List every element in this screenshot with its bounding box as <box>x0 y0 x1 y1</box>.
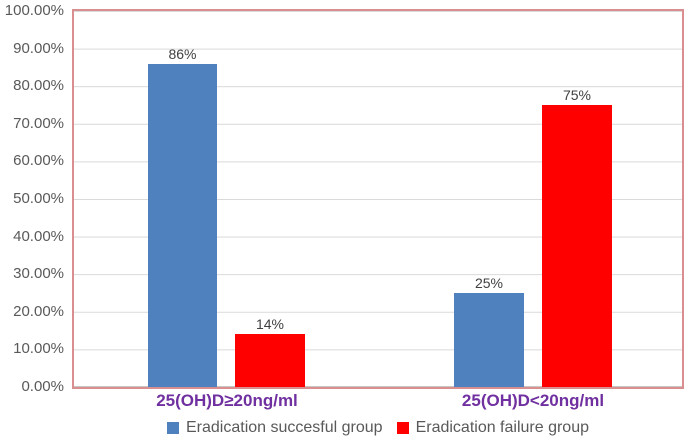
y-axis: 100.00% 90.00% 80.00% 70.00% 60.00% 50.0… <box>0 2 66 395</box>
data-label: 14% <box>255 316 285 333</box>
category-label-vitd-high: 25(OH)D≥20ng/ml <box>156 391 298 410</box>
legend-item-successful: Eradication succesful group <box>167 419 383 437</box>
data-label: 86% <box>168 45 197 62</box>
y-tick-label: 40.00% <box>13 227 64 245</box>
legend: Eradication succesful group Eradication … <box>72 419 684 437</box>
bar-successful-vitd-high <box>148 63 217 387</box>
y-tick-label: 20.00% <box>13 302 64 320</box>
legend-label-successful: Eradication succesful group <box>186 419 383 436</box>
y-tick-label: 30.00% <box>13 265 64 283</box>
y-tick-label: 60.00% <box>13 152 64 170</box>
legend-swatch-blue-icon <box>167 422 179 434</box>
legend-item-failure: Eradication failure group <box>396 419 589 437</box>
y-tick-label: 80.00% <box>13 77 64 95</box>
data-label: 25% <box>474 275 504 291</box>
y-tick-label: 70.00% <box>13 114 64 132</box>
y-tick-label: 100.00% <box>4 2 64 19</box>
x-axis-line <box>74 386 682 387</box>
plot-area: 86% 14% 25% 75% <box>72 9 684 389</box>
y-tick-label: 0.00% <box>21 378 64 395</box>
legend-label-failure: Eradication failure group <box>415 419 589 436</box>
y-tick-label: 90.00% <box>13 39 64 57</box>
category-label-vitd-low: 25(OH)D<20ng/ml <box>461 391 605 410</box>
data-label: 75% <box>562 87 592 103</box>
legend-swatch-red-icon <box>396 422 409 434</box>
y-tick-label: 50.00% <box>13 190 64 207</box>
y-tick-label: 10.00% <box>13 340 64 358</box>
bar-failure-vitd-high <box>235 334 305 387</box>
bar-successful-vitd-low <box>454 293 524 387</box>
bar-failure-vitd-low <box>542 105 612 387</box>
